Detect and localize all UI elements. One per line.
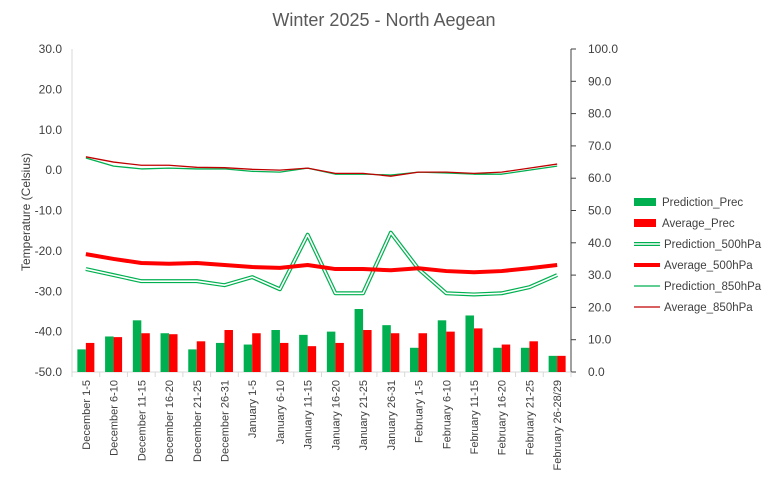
y2-tick-label: 60.0 — [588, 171, 612, 185]
legend-prediction-prec-label: Prediction_Prec — [662, 197, 743, 209]
x-tick-label: December 26-31 — [219, 380, 231, 462]
bar-average-prec — [557, 355, 566, 372]
bar-average-prec — [501, 344, 511, 372]
bar-average-prec — [446, 331, 455, 372]
bar-prediction-prec — [243, 344, 253, 372]
y-tick-label: -10.0 — [35, 204, 63, 218]
x-tick-label: January 1-5 — [247, 380, 259, 438]
legend-average-prec-swatch — [634, 219, 656, 227]
bar-average-prec — [224, 330, 233, 372]
y2-tick-label: 40.0 — [588, 236, 612, 250]
y-tick-label: -40.0 — [35, 325, 63, 339]
legend-prediction-prec-swatch — [634, 198, 656, 206]
x-tick-label: January 21-25 — [358, 380, 370, 450]
bar-average-prec — [196, 341, 206, 372]
bar-average-prec — [85, 342, 95, 372]
y2-tick-label: 100.0 — [588, 42, 618, 56]
bar-prediction-prec — [105, 336, 114, 372]
bar-prediction-prec — [215, 342, 225, 372]
y2-tick-label: 20.0 — [588, 300, 612, 314]
y-tick-label: 20.0 — [39, 82, 63, 96]
y-axis-label: Temperature (Celsius) — [19, 153, 33, 271]
bar-prediction-prec — [160, 333, 170, 372]
bar-prediction-prec — [77, 349, 86, 372]
bar-prediction-prec — [493, 347, 502, 372]
bar-average-prec — [529, 341, 538, 372]
bar-prediction-prec — [465, 315, 474, 372]
legend-average-850hpa-label: Average_850hPa — [664, 302, 753, 314]
legend-average-prec-label: Average_Prec — [662, 218, 735, 230]
x-tick-label: December 1-5 — [81, 380, 93, 450]
bar-average-prec — [279, 342, 289, 372]
x-tick-label: January 11-15 — [303, 380, 315, 450]
x-tick-label: February 16-20 — [497, 380, 509, 455]
line-average-850hpa — [85, 156, 558, 177]
y2-tick-label: 50.0 — [588, 204, 612, 218]
bar-average-prec — [307, 346, 317, 372]
x-tick-label: December 21-25 — [192, 380, 204, 462]
x-tick-label: January 16-20 — [330, 380, 342, 450]
line-average-500hpa — [85, 252, 558, 275]
y-tick-label: -50.0 — [35, 365, 63, 379]
x-tick-label: February 1-5 — [414, 380, 426, 443]
bar-prediction-prec — [410, 347, 419, 372]
y2-tick-label: 70.0 — [588, 139, 612, 153]
x-tick-label: December 6-10 — [109, 380, 121, 456]
bar-average-prec — [390, 333, 400, 372]
x-tick-label: February 26-28/29 — [552, 380, 564, 471]
bar-average-prec — [113, 337, 123, 372]
y2-tick-label: 90.0 — [588, 74, 612, 88]
x-tick-label: December 16-20 — [164, 380, 176, 462]
bar-average-prec — [169, 334, 178, 372]
bar-prediction-prec — [326, 331, 336, 372]
bar-average-prec — [335, 342, 344, 372]
legend-prediction-500hpa-label: Prediction_500hPa — [664, 239, 762, 251]
x-tick-label: February 21-25 — [524, 380, 536, 455]
x-tick-label: December 11-15 — [136, 380, 148, 461]
bar-prediction-prec — [382, 325, 391, 372]
x-tick-label: January 26-31 — [386, 380, 398, 450]
y-tick-label: 30.0 — [39, 42, 63, 56]
y-tick-label: -20.0 — [35, 244, 63, 258]
bar-prediction-prec — [188, 349, 197, 372]
legend-prediction-850hpa-label: Prediction_850hPa — [664, 281, 762, 293]
y2-tick-label: 0.0 — [588, 365, 605, 379]
y2-tick-label: 30.0 — [588, 268, 612, 282]
x-tick-label: February 11-15 — [469, 380, 481, 454]
bar-prediction-prec — [132, 320, 142, 372]
x-tick-label: January 6-10 — [275, 380, 287, 444]
bar-prediction-prec — [299, 334, 308, 372]
y-tick-label: -30.0 — [35, 284, 63, 298]
bar-average-prec — [363, 330, 372, 372]
bar-prediction-prec — [437, 320, 447, 372]
chart-title: Winter 2025 - North Aegean — [272, 10, 495, 30]
bar-average-prec — [252, 333, 261, 372]
bar-average-prec — [141, 333, 150, 372]
bar-prediction-prec — [548, 355, 558, 372]
line-prediction-500hpa-inner — [85, 231, 558, 296]
y-tick-label: 10.0 — [39, 123, 63, 137]
y-tick-label: 0.0 — [45, 163, 62, 177]
y2-tick-label: 80.0 — [588, 107, 612, 121]
bar-average-prec — [473, 328, 483, 372]
x-tick-label: February 6-10 — [441, 380, 453, 449]
legend-average-500hpa-label: Average_500hPa — [664, 260, 753, 272]
bar-prediction-prec — [520, 347, 530, 372]
bar-prediction-prec — [354, 309, 364, 372]
bar-prediction-prec — [271, 330, 280, 372]
y2-tick-label: 10.0 — [588, 333, 612, 347]
bar-average-prec — [418, 333, 428, 372]
